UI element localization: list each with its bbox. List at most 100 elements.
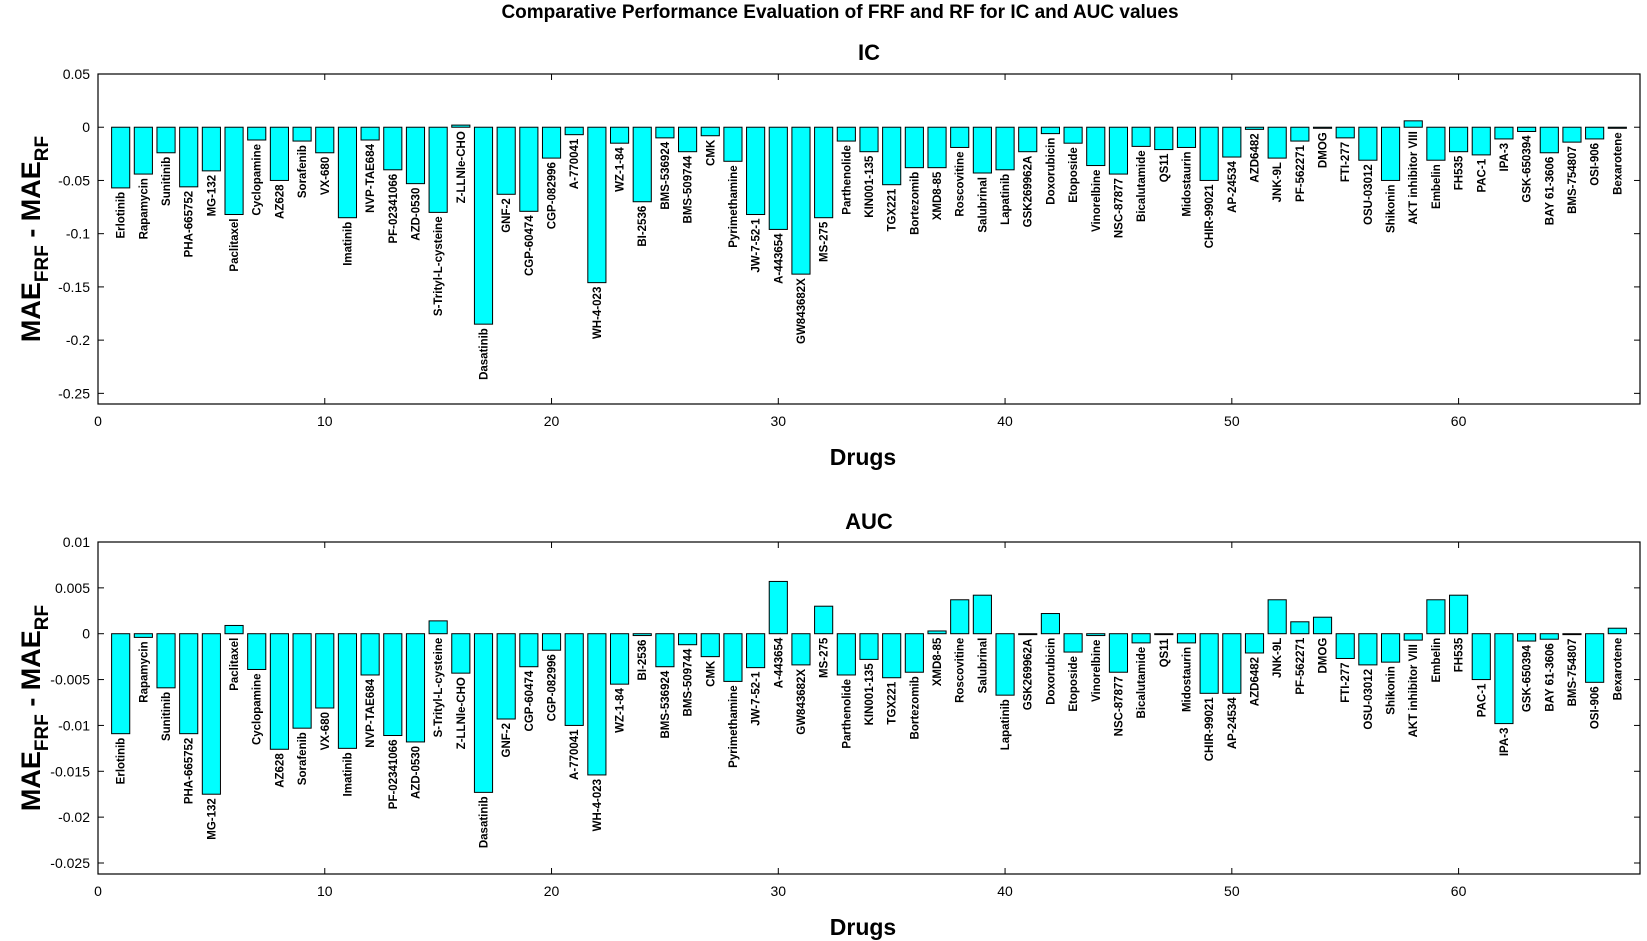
bar-auc-63	[1517, 633, 1537, 642]
bar-ic-10	[315, 126, 335, 154]
bar-ic-12	[360, 126, 380, 141]
drug-label-ic-32: MS-275	[819, 221, 831, 262]
drug-label-auc-53: PF-562271	[1295, 637, 1307, 695]
bar-auc-53	[1290, 621, 1310, 635]
bar-auc-19	[519, 633, 539, 668]
xtick-label-auc-5: 50	[1224, 883, 1240, 899]
bar-auc-26	[678, 633, 698, 646]
drug-label-auc-9: Sorafenib	[297, 732, 309, 785]
drug-label-ic-42: Doxorubicin	[1045, 138, 1057, 205]
drug-label-auc-35: TGX221	[887, 681, 899, 724]
bar-auc-47	[1154, 633, 1174, 636]
drug-label-auc-8: AZ628	[274, 753, 286, 788]
xtick-label-ic-6: 60	[1451, 413, 1467, 429]
drug-label-ic-2: Rapamycin	[138, 178, 150, 239]
drug-label-auc-36: Bortezomib	[909, 676, 921, 739]
bar-auc-40	[995, 633, 1015, 696]
drug-label-ic-15: S-Trityl-L-cysteine	[433, 216, 445, 316]
drug-label-auc-2: Rapamycin	[138, 641, 150, 702]
ytick-label-ic-5: -0.2	[66, 332, 90, 348]
ytick-label-ic-3: -0.1	[66, 226, 90, 242]
xtick-label-ic-0: 0	[94, 413, 102, 429]
drug-label-ic-50: AP-24534	[1227, 160, 1239, 212]
plot-frame-auc	[97, 541, 1641, 875]
drug-label-auc-10: VX-680	[320, 712, 332, 750]
chart-auc: AUC 0.01 0.005 0 -0.005 -0.01 -0.015 -0.02 -0.02…	[16, 509, 1641, 940]
drug-label-ic-11: Imatinib	[342, 222, 354, 266]
bar-auc-4	[179, 633, 199, 735]
drug-label-ic-17: Dasatinib	[479, 328, 491, 380]
drug-label-ic-22: WH-4-023	[592, 287, 604, 339]
drug-label-auc-54: DMOG	[1318, 638, 1330, 674]
bar-ic-16	[451, 124, 471, 128]
drug-label-auc-56: OSU-03012	[1363, 669, 1375, 730]
bar-auc-28	[723, 633, 743, 682]
bar-auc-31	[791, 633, 811, 666]
drug-label-ic-58: AKT inhibitor VIII	[1408, 131, 1420, 224]
drug-label-auc-60: FH535	[1454, 637, 1466, 672]
bar-auc-21	[564, 633, 584, 726]
bar-auc-52	[1267, 599, 1287, 635]
bar-ic-22	[587, 126, 607, 284]
drug-label-ic-5: MG-132	[206, 175, 218, 217]
drug-label-ic-51: AZD6482	[1250, 133, 1262, 182]
bar-ic-43	[1063, 126, 1083, 144]
bar-auc-33	[836, 633, 856, 676]
drug-label-ic-67: Bexarotene	[1612, 132, 1624, 195]
ylabel-sub2-auc: RF	[32, 605, 53, 630]
bar-ic-39	[972, 126, 992, 174]
drug-label-auc-4: PHA-665752	[184, 738, 196, 804]
drug-label-auc-12: NVP-TAE684	[365, 678, 377, 747]
bar-ic-25	[655, 126, 675, 139]
drug-label-ic-8: AZ628	[274, 184, 286, 219]
figure-title: Comparative Performance Evaluation of FR…	[501, 2, 1178, 23]
bar-auc-58	[1403, 633, 1423, 641]
bar-auc-34	[859, 633, 879, 660]
bar-ic-19	[519, 126, 539, 212]
drug-label-ic-13: PF-02341066	[388, 174, 400, 244]
bar-ic-34	[859, 126, 879, 153]
bar-ic-56	[1358, 126, 1378, 161]
bar-ic-35	[882, 126, 902, 186]
drug-label-auc-61: PAC-1	[1476, 683, 1488, 717]
bar-ic-47	[1154, 126, 1174, 151]
xtick-label-ic-5: 50	[1224, 413, 1240, 429]
drug-label-ic-7: Cyclopamine	[252, 144, 264, 216]
drug-label-ic-4: PHA-665752	[184, 191, 196, 257]
bar-auc-27	[700, 633, 720, 658]
bar-ic-29	[746, 126, 766, 216]
drug-label-ic-31: GW843682X	[796, 278, 808, 344]
panel-title-auc: AUC	[845, 509, 893, 534]
bar-auc-59	[1426, 599, 1446, 635]
ylabel-sub1-ic: FRF	[32, 245, 53, 282]
ylabel-main-auc: MAE	[16, 751, 46, 811]
bar-ic-8	[269, 126, 289, 181]
drug-label-ic-59: Embelin	[1431, 164, 1443, 209]
bar-auc-12	[360, 633, 380, 676]
xtick-label-auc-6: 60	[1451, 883, 1467, 899]
x-axis-label-ic: Drugs	[830, 444, 896, 470]
ylabel-sub2-ic: RF	[32, 136, 53, 161]
drug-label-auc-38: Roscovitine	[955, 638, 967, 703]
drug-label-ic-44: Vinorelbine	[1091, 170, 1103, 232]
bar-ic-6	[224, 126, 244, 216]
bar-auc-32	[814, 605, 834, 635]
xtick-label-auc-2: 20	[544, 883, 560, 899]
bar-ic-60	[1449, 126, 1469, 153]
bar-ic-42	[1040, 126, 1060, 135]
bar-ic-59	[1426, 126, 1446, 161]
bar-auc-20	[541, 633, 562, 651]
bar-ic-50	[1222, 126, 1242, 158]
xtick-label-auc-1: 10	[317, 883, 333, 899]
drug-label-ic-33: Parthenolide	[841, 145, 853, 215]
bar-auc-30	[768, 580, 788, 635]
bar-auc-50	[1222, 633, 1242, 694]
drug-label-auc-49: CHIR-99021	[1204, 697, 1216, 762]
drug-label-ic-14: AZD-0530	[410, 188, 422, 241]
bar-auc-46	[1131, 633, 1151, 644]
xtick-label-ic-3: 30	[771, 413, 787, 429]
ytick-label-ic-0: 0.05	[63, 66, 90, 82]
drug-label-auc-31: GW843682X	[796, 669, 808, 735]
bar-auc-45	[1108, 633, 1129, 673]
drug-label-auc-13: PF-02341066	[388, 740, 400, 810]
